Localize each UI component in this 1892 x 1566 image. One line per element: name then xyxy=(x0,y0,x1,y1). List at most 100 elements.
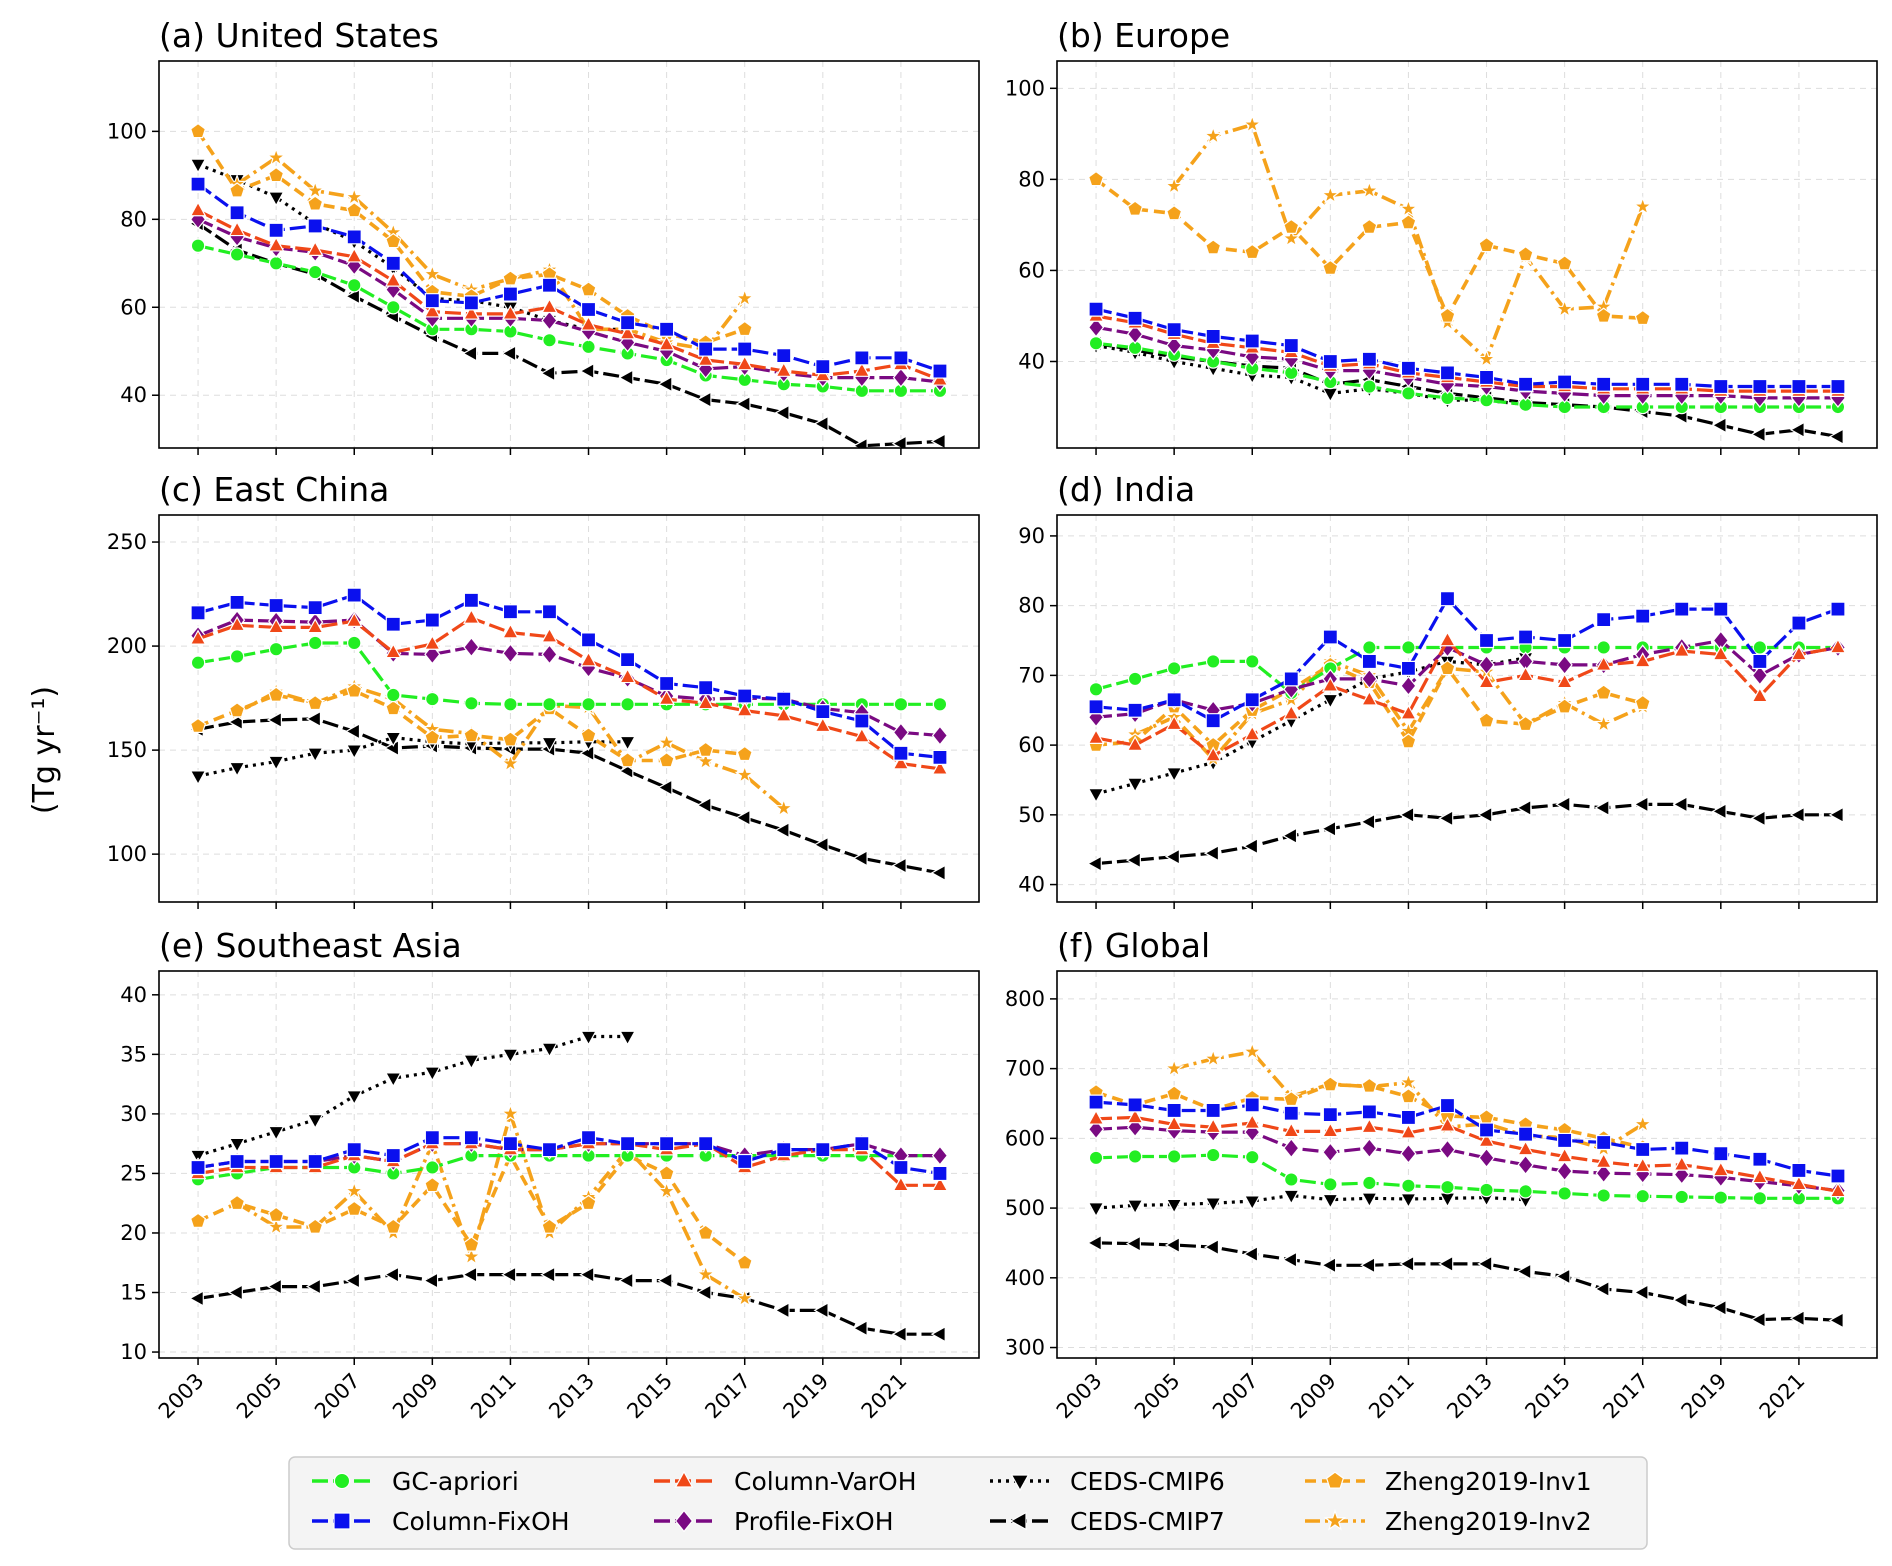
data-point xyxy=(1478,712,1495,728)
data-point xyxy=(932,1165,948,1182)
figure-ylabel: (Tg yr⁻¹) xyxy=(27,686,62,814)
data-point xyxy=(502,304,519,320)
series-group xyxy=(188,122,949,448)
data-point xyxy=(1400,675,1417,696)
data-point xyxy=(1713,378,1729,395)
data-point xyxy=(502,623,519,639)
data-point xyxy=(1752,378,1768,395)
data-point xyxy=(344,1180,365,1200)
data-point xyxy=(1127,310,1143,326)
data-point xyxy=(736,320,753,337)
data-point xyxy=(1752,1191,1768,1206)
data-point xyxy=(1242,1245,1259,1263)
data-point xyxy=(579,362,595,380)
data-point xyxy=(1596,640,1611,655)
series-column-varoh xyxy=(1087,631,1847,762)
data-point xyxy=(1713,1190,1729,1205)
data-point xyxy=(345,1090,363,1106)
series-ceds-cmip6 xyxy=(1087,1189,1534,1218)
data-point xyxy=(227,713,243,731)
data-point xyxy=(580,301,597,318)
data-point xyxy=(307,635,323,651)
data-point xyxy=(190,122,207,139)
data-point xyxy=(853,727,871,743)
data-point xyxy=(542,333,557,348)
data-point xyxy=(1164,1236,1180,1254)
data-point xyxy=(773,797,794,817)
series-group xyxy=(188,587,949,882)
data-point xyxy=(658,689,675,705)
data-point xyxy=(1204,746,1222,762)
data-point xyxy=(1517,1154,1534,1175)
data-point xyxy=(813,1302,829,1319)
data-point xyxy=(344,287,361,305)
data-point xyxy=(345,611,363,627)
data-point xyxy=(1361,1138,1378,1159)
data-point xyxy=(620,697,635,712)
y-tick-label: 500 xyxy=(1005,1196,1045,1220)
series-ceds-cmip7 xyxy=(188,710,946,882)
data-point xyxy=(1398,198,1419,218)
data-point xyxy=(1752,640,1768,655)
panel-title: (f) Global xyxy=(1057,926,1210,965)
panel-f-global: (f) Global 300 400 500 600 700 800 2003 2005 2007… xyxy=(1005,926,1878,1424)
data-point xyxy=(502,643,519,664)
data-point xyxy=(1439,1192,1456,1208)
panel-c-east-china: (c) East China 100 150 200 250 xyxy=(107,470,980,909)
data-point xyxy=(1400,1123,1417,1139)
data-point xyxy=(384,643,402,659)
data-point xyxy=(658,1164,675,1181)
data-point xyxy=(305,1278,322,1295)
data-point xyxy=(384,731,402,747)
data-point xyxy=(932,697,948,712)
data-point xyxy=(776,348,792,364)
data-point xyxy=(346,278,362,293)
data-point xyxy=(619,324,636,340)
data-point xyxy=(1165,714,1183,731)
data-point xyxy=(1125,851,1141,869)
data-point xyxy=(1282,704,1300,720)
data-point xyxy=(1439,307,1456,323)
data-point xyxy=(579,1266,595,1284)
data-point xyxy=(1164,848,1180,866)
x-tick-label: 2017 xyxy=(1598,1369,1653,1424)
data-point xyxy=(189,770,207,786)
data-point xyxy=(619,1030,636,1046)
data-point xyxy=(1633,796,1649,813)
data-point xyxy=(1243,1195,1261,1211)
data-point xyxy=(266,147,287,167)
series-line xyxy=(1095,1082,1644,1150)
data-point xyxy=(1595,1163,1612,1184)
data-point xyxy=(1242,114,1263,134)
data-point xyxy=(1203,1048,1224,1068)
data-point xyxy=(1674,376,1690,392)
data-point xyxy=(1828,428,1844,445)
data-point xyxy=(1166,335,1183,356)
series-line xyxy=(197,1034,628,1158)
data-point xyxy=(1750,425,1766,443)
data-point xyxy=(1789,1309,1805,1327)
legend-entry-ceds-cmip7: CEDS-CMIP7 xyxy=(990,1507,1225,1536)
series-ceds-cmip7 xyxy=(188,1266,946,1343)
data-point xyxy=(1594,799,1610,817)
data-point xyxy=(1400,360,1417,376)
data-point xyxy=(1596,1134,1612,1151)
data-point xyxy=(502,1136,519,1152)
data-point xyxy=(619,315,636,331)
data-point xyxy=(502,604,519,620)
data-point xyxy=(1127,1149,1143,1164)
data-point xyxy=(892,367,910,388)
data-point xyxy=(189,629,207,645)
data-point xyxy=(1203,1238,1220,1256)
data-point xyxy=(1557,1132,1573,1149)
panel-frame xyxy=(1056,514,1878,903)
data-point xyxy=(775,706,793,722)
panel-title: (e) Southeast Asia xyxy=(159,926,462,965)
data-point xyxy=(775,361,793,377)
data-point xyxy=(1595,684,1612,700)
data-point xyxy=(540,1266,556,1284)
data-point xyxy=(1478,1147,1495,1168)
data-point xyxy=(1516,799,1532,817)
data-point xyxy=(1789,806,1805,824)
data-point xyxy=(1283,671,1299,687)
